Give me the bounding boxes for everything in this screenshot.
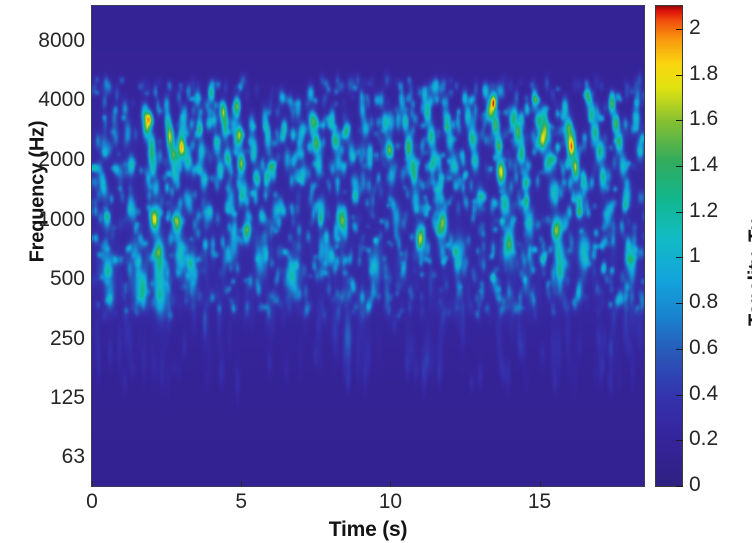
y-tick-label: 500 xyxy=(49,267,85,291)
colorbar-tick-mark xyxy=(676,440,683,442)
colorbar-tick-label: 1.6 xyxy=(689,107,719,131)
x-tick-label: 15 xyxy=(527,490,552,513)
colorbar[interactable] xyxy=(655,5,683,487)
colorbar-tick-mark xyxy=(676,28,683,30)
colorbar-tick-mark xyxy=(676,211,683,213)
colorbar-label: Tonality, TuHMS xyxy=(746,148,752,368)
spectrogram-plot-area[interactable] xyxy=(91,5,645,487)
x-axis-label: Time (s) xyxy=(328,518,408,541)
colorbar-tick-label: 0.4 xyxy=(689,381,719,405)
x-tick-mark xyxy=(390,481,392,487)
colorbar-tick-mark xyxy=(676,486,683,487)
y-tick-label: 63 xyxy=(61,445,85,469)
colorbar-tick-mark xyxy=(676,74,683,76)
x-tick-mark xyxy=(241,481,243,487)
colorbar-tick-label: 1 xyxy=(689,244,701,268)
y-tick-label: 1000 xyxy=(38,207,85,231)
colorbar-tick-mark xyxy=(676,303,683,305)
colorbar-tick-label: 1.4 xyxy=(689,153,719,176)
colorbar-tick-mark xyxy=(676,348,683,350)
colorbar-gradient xyxy=(656,6,682,486)
colorbar-label-prefix: Tonality, xyxy=(745,248,752,327)
colorbar-tick-label: 0.2 xyxy=(689,427,719,451)
x-tick-mark xyxy=(92,481,93,487)
x-tick-mark xyxy=(539,481,541,487)
y-tick-label: 125 xyxy=(49,386,85,410)
x-tick-label: 5 xyxy=(235,490,248,513)
x-tick-label: 10 xyxy=(378,490,403,513)
y-tick-label: 8000 xyxy=(38,28,85,52)
x-tick-label: 0 xyxy=(86,490,98,513)
y-tick-label: 4000 xyxy=(38,88,85,112)
y-tick-label: 250 xyxy=(49,326,85,350)
colorbar-tick-mark xyxy=(676,394,683,396)
spectrogram-image xyxy=(92,6,644,486)
colorbar-tick-label: 0 xyxy=(689,473,701,496)
colorbar-label-symbol: Tu xyxy=(745,219,752,244)
y-tick-label: 2000 xyxy=(38,147,85,171)
colorbar-tick-label: 1.2 xyxy=(689,198,719,222)
colorbar-tick-label: 0.8 xyxy=(689,290,719,314)
colorbar-tick-label: 1.8 xyxy=(689,61,719,85)
colorbar-tick-mark xyxy=(676,120,683,122)
colorbar-tick-label: 0.6 xyxy=(689,335,719,359)
colorbar-tick-mark xyxy=(676,166,683,167)
colorbar-tick-mark xyxy=(676,257,683,259)
colorbar-tick-label: 2 xyxy=(689,15,701,39)
